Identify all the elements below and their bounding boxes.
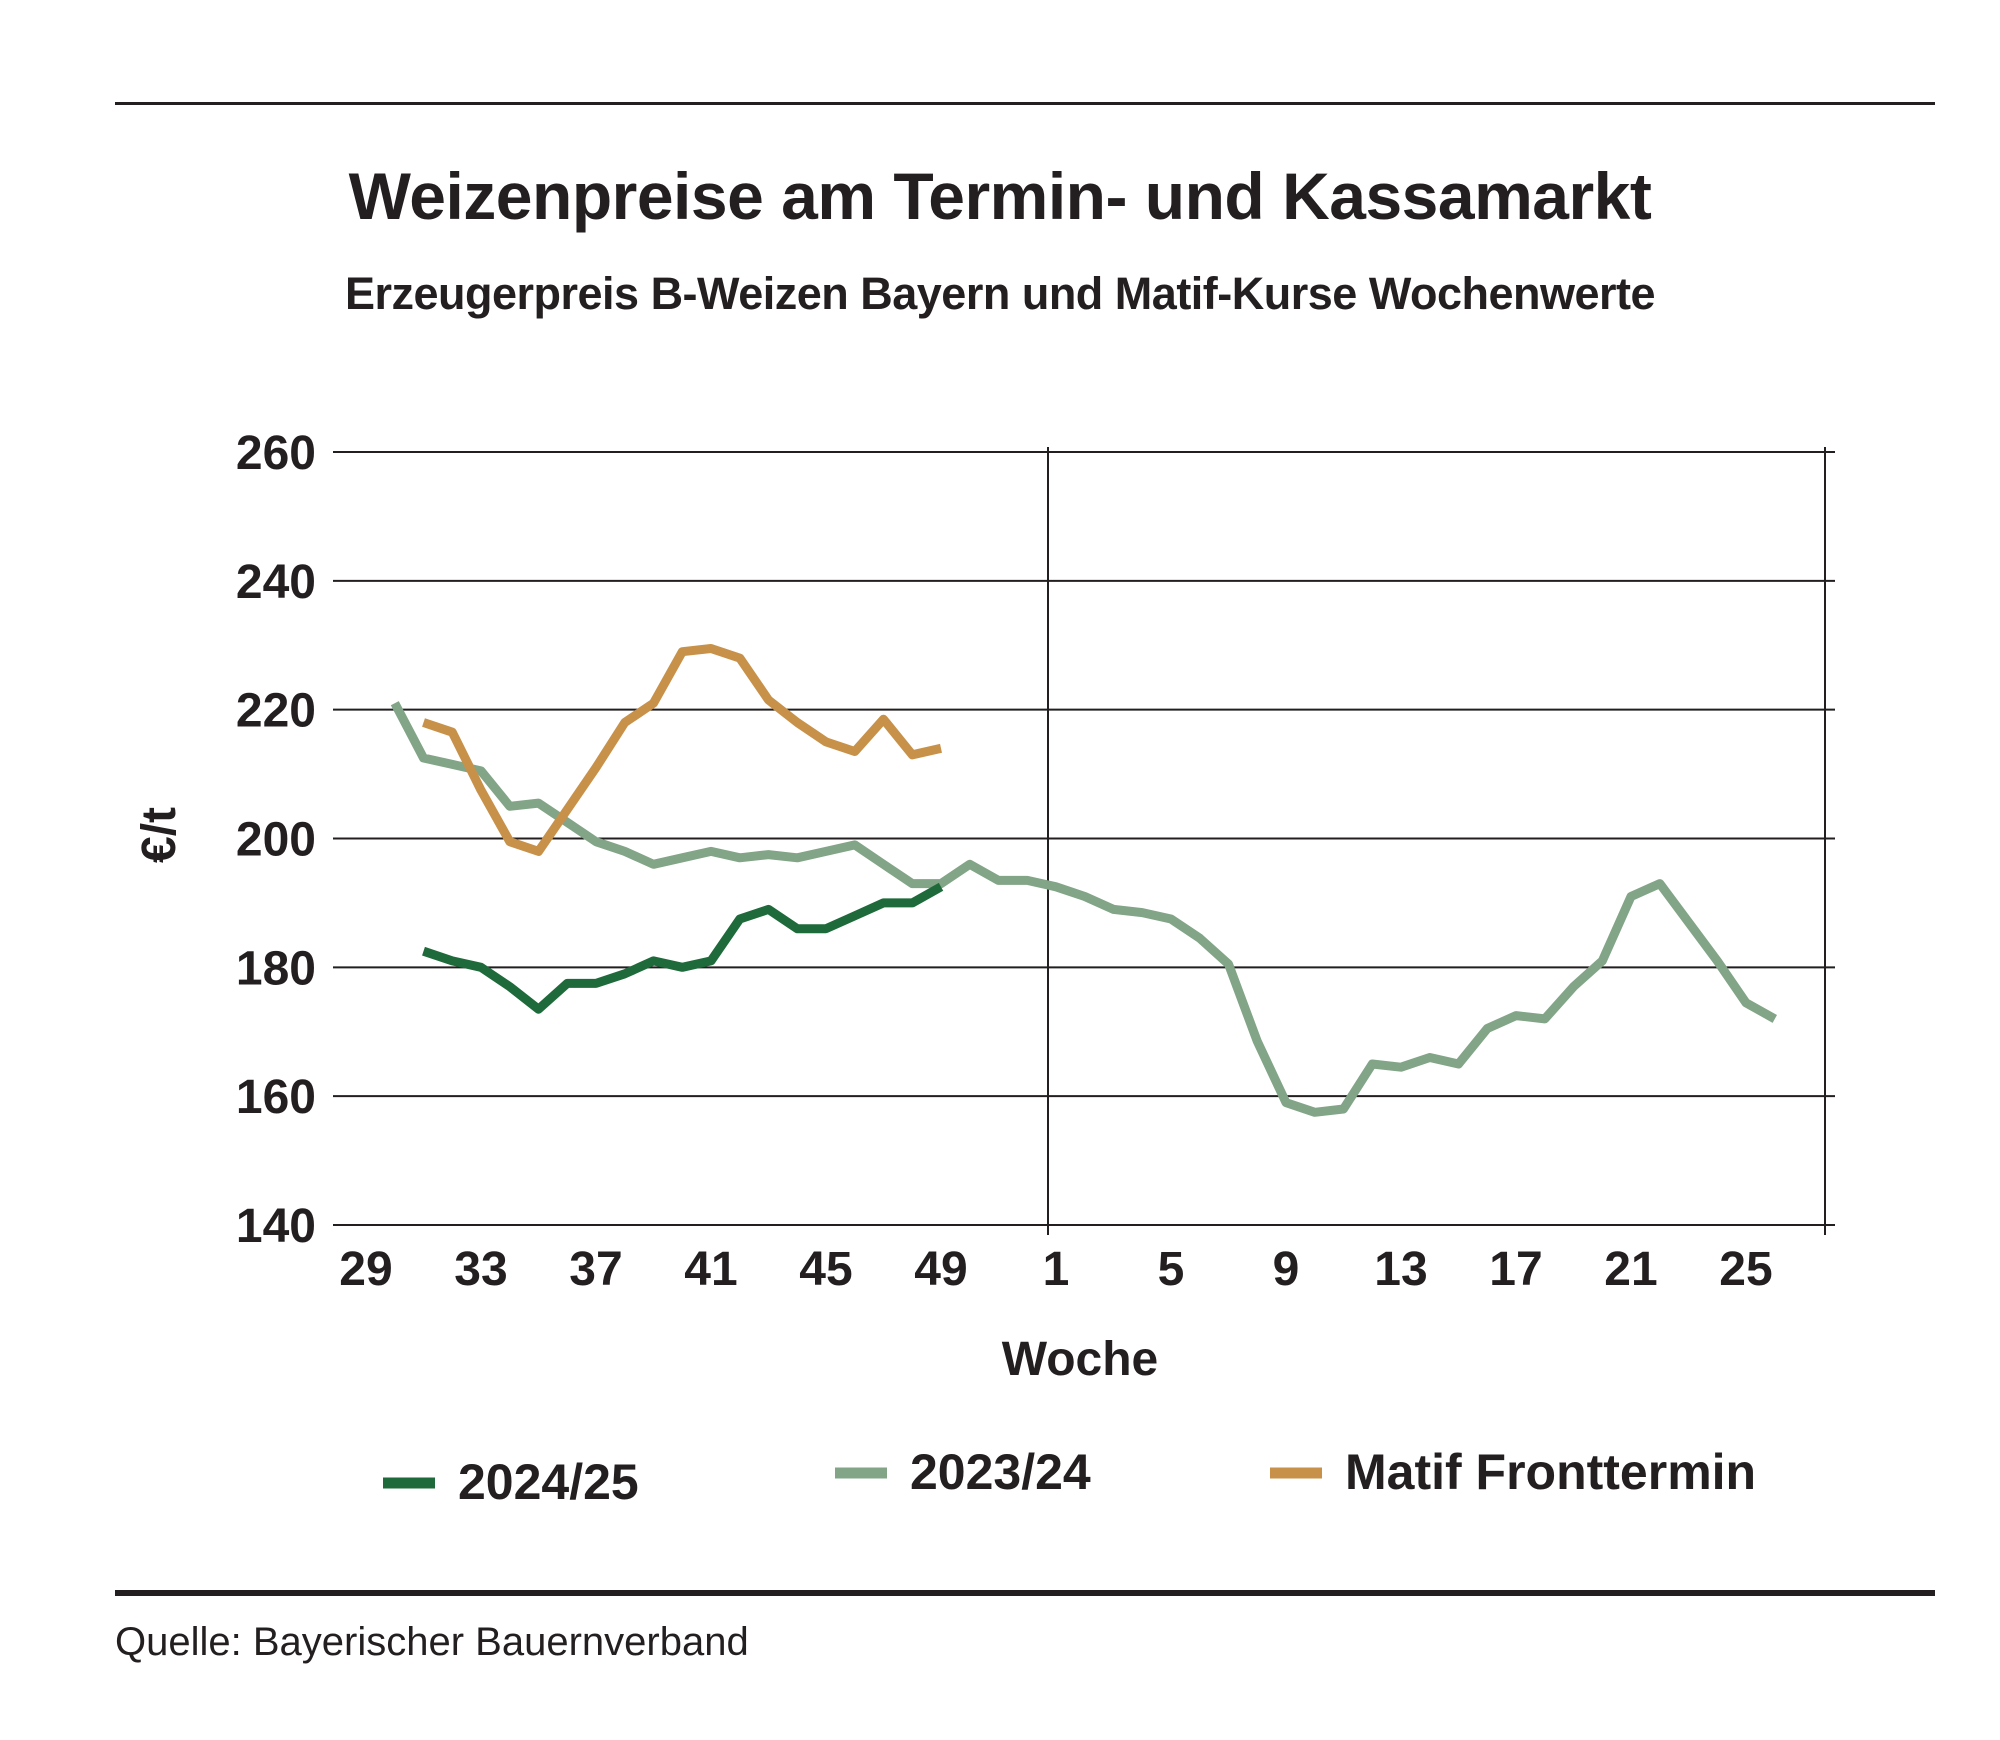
- grid-lines: [333, 451, 1835, 1226]
- axes: [1047, 447, 1826, 1235]
- y-tick-label: 240: [236, 556, 316, 609]
- x-tick-label: 33: [454, 1243, 507, 1296]
- x-tick-label: 1: [1043, 1243, 1070, 1296]
- top-rule: [115, 102, 1935, 105]
- legend: 2024/25 2023/24 Matif Fronttermin: [383, 1444, 1756, 1510]
- x-axis-ticks: 29 33 37 41 45 49 1 5 9 13 17 21 25: [339, 1243, 1772, 1296]
- x-tick-label: 29: [339, 1243, 392, 1296]
- chart-subtitle: Erzeugerpreis B-Weizen Bayern und Matif-…: [344, 268, 1656, 319]
- y-tick-label: 180: [236, 942, 316, 995]
- y-tick-label: 140: [236, 1200, 316, 1253]
- series-line-2024-25: [422, 882, 944, 1014]
- bottom-rule: [115, 1590, 1935, 1596]
- legend-label: 2024/25: [458, 1454, 639, 1510]
- y-tick-label: 200: [236, 814, 316, 867]
- x-tick-label: 13: [1374, 1243, 1427, 1296]
- legend-label: 2023/24: [910, 1444, 1091, 1500]
- x-tick-label: 9: [1273, 1243, 1300, 1296]
- y-axis-label: €/t: [133, 807, 186, 863]
- y-tick-label: 260: [236, 427, 316, 480]
- series-lines: [390, 644, 1777, 1117]
- series-line-matif-fronttermin: [422, 644, 942, 856]
- x-tick-label: 49: [914, 1243, 967, 1296]
- x-axis-label: Woche: [1002, 1333, 1158, 1386]
- x-tick-label: 5: [1158, 1243, 1185, 1296]
- y-tick-label: 220: [236, 685, 316, 738]
- series-line-2023-24: [390, 701, 1777, 1117]
- y-tick-label: 160: [236, 1071, 316, 1124]
- y-axis-ticks: 140 160 180 200 220 240 260: [236, 427, 316, 1253]
- x-tick-label: 37: [569, 1243, 622, 1296]
- x-tick-label: 17: [1489, 1243, 1542, 1296]
- legend-label: Matif Fronttermin: [1345, 1444, 1756, 1500]
- source-note: Quelle: Bayerischer Bauernverband: [115, 1620, 749, 1664]
- x-tick-label: 21: [1604, 1243, 1657, 1296]
- x-tick-label: 25: [1719, 1243, 1772, 1296]
- chart-title: Weizenpreise am Termin- und Kassamarkt: [348, 159, 1652, 233]
- x-tick-label: 41: [684, 1243, 737, 1296]
- x-tick-label: 45: [799, 1243, 852, 1296]
